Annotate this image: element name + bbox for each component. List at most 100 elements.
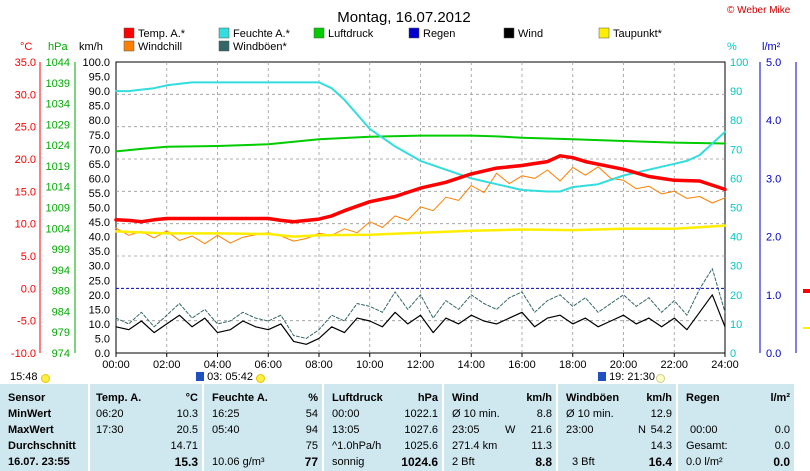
- temp-tick-label: 15.0: [15, 186, 36, 198]
- pressure-axis-unit: hPa: [48, 41, 68, 53]
- pressure-value: 1022.1: [404, 408, 438, 420]
- rain-tick-label: 0.0: [766, 348, 781, 360]
- temp-tick-label: 35.0: [15, 57, 36, 69]
- cutoff-temp-mark: [803, 289, 810, 293]
- hum-value: 94: [305, 424, 318, 436]
- rain-value: 0.0: [773, 455, 790, 469]
- series-windchill-line: [115, 166, 726, 245]
- pressure-trend: ^1.0hPa/h: [332, 440, 382, 452]
- hum-time: 16:25: [212, 408, 240, 420]
- wind-tick-label: 50.0: [89, 203, 110, 215]
- hdr-temp: Temp. A.: [96, 392, 142, 404]
- sunrise-label: 03: 05:42: [207, 371, 253, 383]
- moonrise-marker: 19: 21:30: [598, 371, 655, 383]
- pressure-value: 1025.6: [404, 440, 438, 452]
- pressure-tick-label: 989: [52, 286, 70, 298]
- x-tick-label: 20:00: [610, 359, 638, 371]
- x-tick-label: 04:00: [204, 359, 232, 371]
- hdr-wind-unit: km/h: [526, 392, 552, 404]
- hum-time: 05:40: [212, 424, 240, 436]
- x-tick-label: 00:00: [102, 359, 130, 371]
- row-label: MaxWert: [8, 424, 54, 436]
- temp-axis-unit: °C: [20, 41, 32, 53]
- legend-swatch: [503, 27, 515, 39]
- rain-time: 00:00: [690, 424, 718, 436]
- wind-direction: W: [505, 424, 516, 436]
- pressure-tick-label: 1014: [46, 182, 70, 194]
- rain-tick-label: 1.0: [766, 290, 781, 302]
- gust-value: 54.2: [650, 424, 672, 436]
- data-table: Sensor Temp. A. °C Feuchte A. % Luftdruc…: [0, 384, 810, 471]
- col-bg-temp: [90, 384, 202, 471]
- wind-value: 8.8: [535, 455, 552, 469]
- series-wind-line: [115, 294, 726, 345]
- pressure-time: 13:05: [332, 424, 360, 436]
- x-axis: 00:00 02:00 04:00 06:00 08:00 10:00 12:00 14:00…: [102, 353, 739, 371]
- wind-tick-label: 95.0: [89, 72, 110, 84]
- legend-swatch: [218, 27, 230, 39]
- humidity-axis-unit: %: [727, 41, 737, 53]
- moonrise-arrow-icon: [598, 372, 606, 381]
- wind-tick-label: 35.0: [89, 246, 110, 258]
- row-label: 16.07. 23:55: [8, 456, 70, 468]
- wind-tick-label: 100.0: [82, 57, 110, 69]
- gust-bft: 3 Bft: [572, 456, 595, 468]
- x-tick-label: 12:00: [407, 359, 435, 371]
- wind-tick-label: 65.0: [89, 159, 110, 171]
- pressure-tick-label: 1044: [46, 57, 70, 69]
- legend-label: Wind: [518, 28, 543, 40]
- x-tick-label: 18:00: [559, 359, 587, 371]
- series-temp-a-line: [114, 154, 727, 224]
- wind-tick-label: 60.0: [89, 173, 110, 185]
- x-tick-label: 22:00: [660, 359, 688, 371]
- gust-value: 16.4: [648, 455, 672, 469]
- wind-bft: 2 Bft: [452, 456, 475, 468]
- legend: Temp. A.* Feuchte A.* Luftdruck Regen Wind Ta…: [123, 27, 663, 53]
- legend-swatch: [123, 27, 135, 39]
- humidity-tick-label: 80: [730, 115, 742, 127]
- wind-value: 21.6: [530, 424, 552, 436]
- y-axes: 35.0 30.0 25.0 20.0 15.0 10.0 5.0 0.0 -5.0 -10.0 1…: [11, 57, 797, 360]
- rain-tick-label: 3.0: [766, 173, 781, 185]
- row-label: MinWert: [8, 408, 52, 420]
- sunrise-sun-icon: [256, 374, 265, 383]
- grid-lines: [116, 62, 725, 353]
- series-taupunkt-line: [114, 224, 727, 238]
- legend-swatch: [408, 27, 420, 39]
- temp-tick-label: 25.0: [15, 122, 36, 134]
- rain-total-label: Gesamt:: [686, 440, 728, 452]
- hdr-pressure: Luftdruck: [332, 392, 383, 404]
- legend-label: Taupunkt*: [613, 28, 663, 40]
- wind-tick-label: 90.0: [89, 86, 110, 98]
- wind-axis-unit: km/h: [79, 41, 103, 53]
- wind-distance: 271.4 km: [452, 440, 498, 452]
- humidity-tick-label: 100: [730, 57, 748, 69]
- right-cutoff: [803, 289, 810, 329]
- hdr-pressure-unit: hPa: [417, 392, 438, 404]
- hdr-gust: Windböen: [566, 392, 620, 404]
- gust-value: 12.9: [650, 408, 672, 420]
- legend-swatch: [598, 27, 610, 39]
- cutoff-dew-mark: [803, 327, 810, 329]
- sunrise-marker: 03: 05:42: [196, 371, 253, 383]
- col-bg-wind: [444, 384, 556, 471]
- chart-title: Montag, 16.07.2012: [337, 9, 470, 26]
- abs-humidity: 10.06 g/m³: [212, 456, 265, 468]
- x-tick-label: 16:00: [508, 359, 536, 371]
- wind-time: 23:05: [452, 424, 480, 436]
- rain-value: 0.0: [774, 440, 790, 452]
- humidity-tick-label: 0: [730, 348, 736, 360]
- humidity-tick-label: 20: [730, 290, 742, 302]
- legend-label: Feuchte A.*: [233, 28, 291, 40]
- hdr-rain: Regen: [686, 392, 720, 404]
- humidity-tick-label: 70: [730, 144, 742, 156]
- pressure-tick-label: 1034: [46, 99, 70, 111]
- pressure-tick-label: 1004: [46, 223, 70, 235]
- col-bg-gust: [558, 384, 676, 471]
- pressure-value: 1027.6: [404, 424, 438, 436]
- temp-value: 14.71: [170, 440, 198, 452]
- hdr-gust-unit: km/h: [646, 392, 672, 404]
- col-bg-sensor: [0, 384, 88, 471]
- humidity-tick-label: 60: [730, 173, 742, 185]
- hdr-hum-unit: %: [308, 392, 318, 404]
